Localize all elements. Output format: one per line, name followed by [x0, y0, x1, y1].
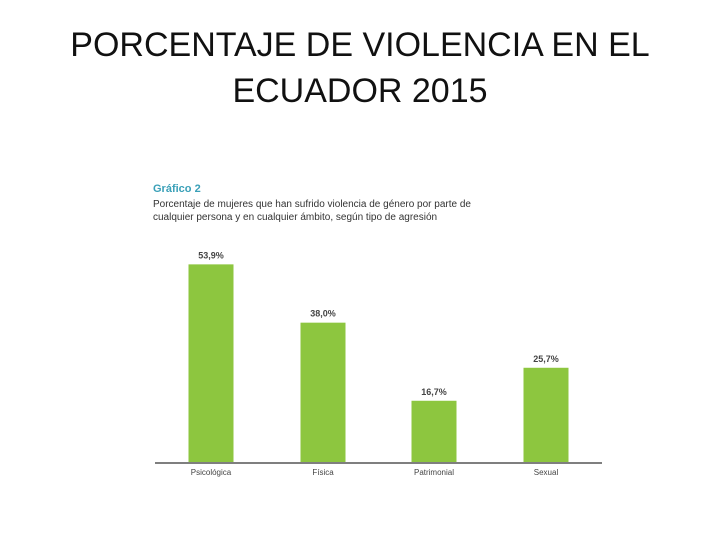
slide-title-line-2: ECUADOR 2015: [232, 72, 488, 110]
chart-subtitle: Porcentaje de mujeres que han sufrido vi…: [153, 199, 471, 223]
value-label: 16,7%: [421, 387, 447, 397]
category-label: Psicológica: [191, 468, 232, 477]
category-label: Patrimonial: [414, 468, 454, 477]
category-label: Física: [312, 468, 334, 477]
value-label: 38,0%: [310, 309, 336, 319]
bar-psicológica: [188, 264, 234, 462]
bars-layer: [188, 264, 569, 462]
slide-title: PORCENTAJE DE VIOLENCIA EN EL ECUADOR 20…: [0, 22, 720, 114]
bar-física: [300, 322, 346, 462]
bar-sexual: [523, 367, 569, 462]
value-label: 53,9%: [198, 250, 224, 260]
bar-patrimonial: [411, 400, 457, 462]
chart-title: Gráfico 2: [153, 183, 201, 195]
slide-title-line-1: PORCENTAJE DE VIOLENCIA EN EL: [70, 26, 650, 64]
category-label: Sexual: [534, 468, 559, 477]
value-label: 25,7%: [533, 354, 559, 364]
labels-layer: 53,9% Psicológica 38,0% Física 16,7% Patrimon…: [191, 250, 559, 477]
